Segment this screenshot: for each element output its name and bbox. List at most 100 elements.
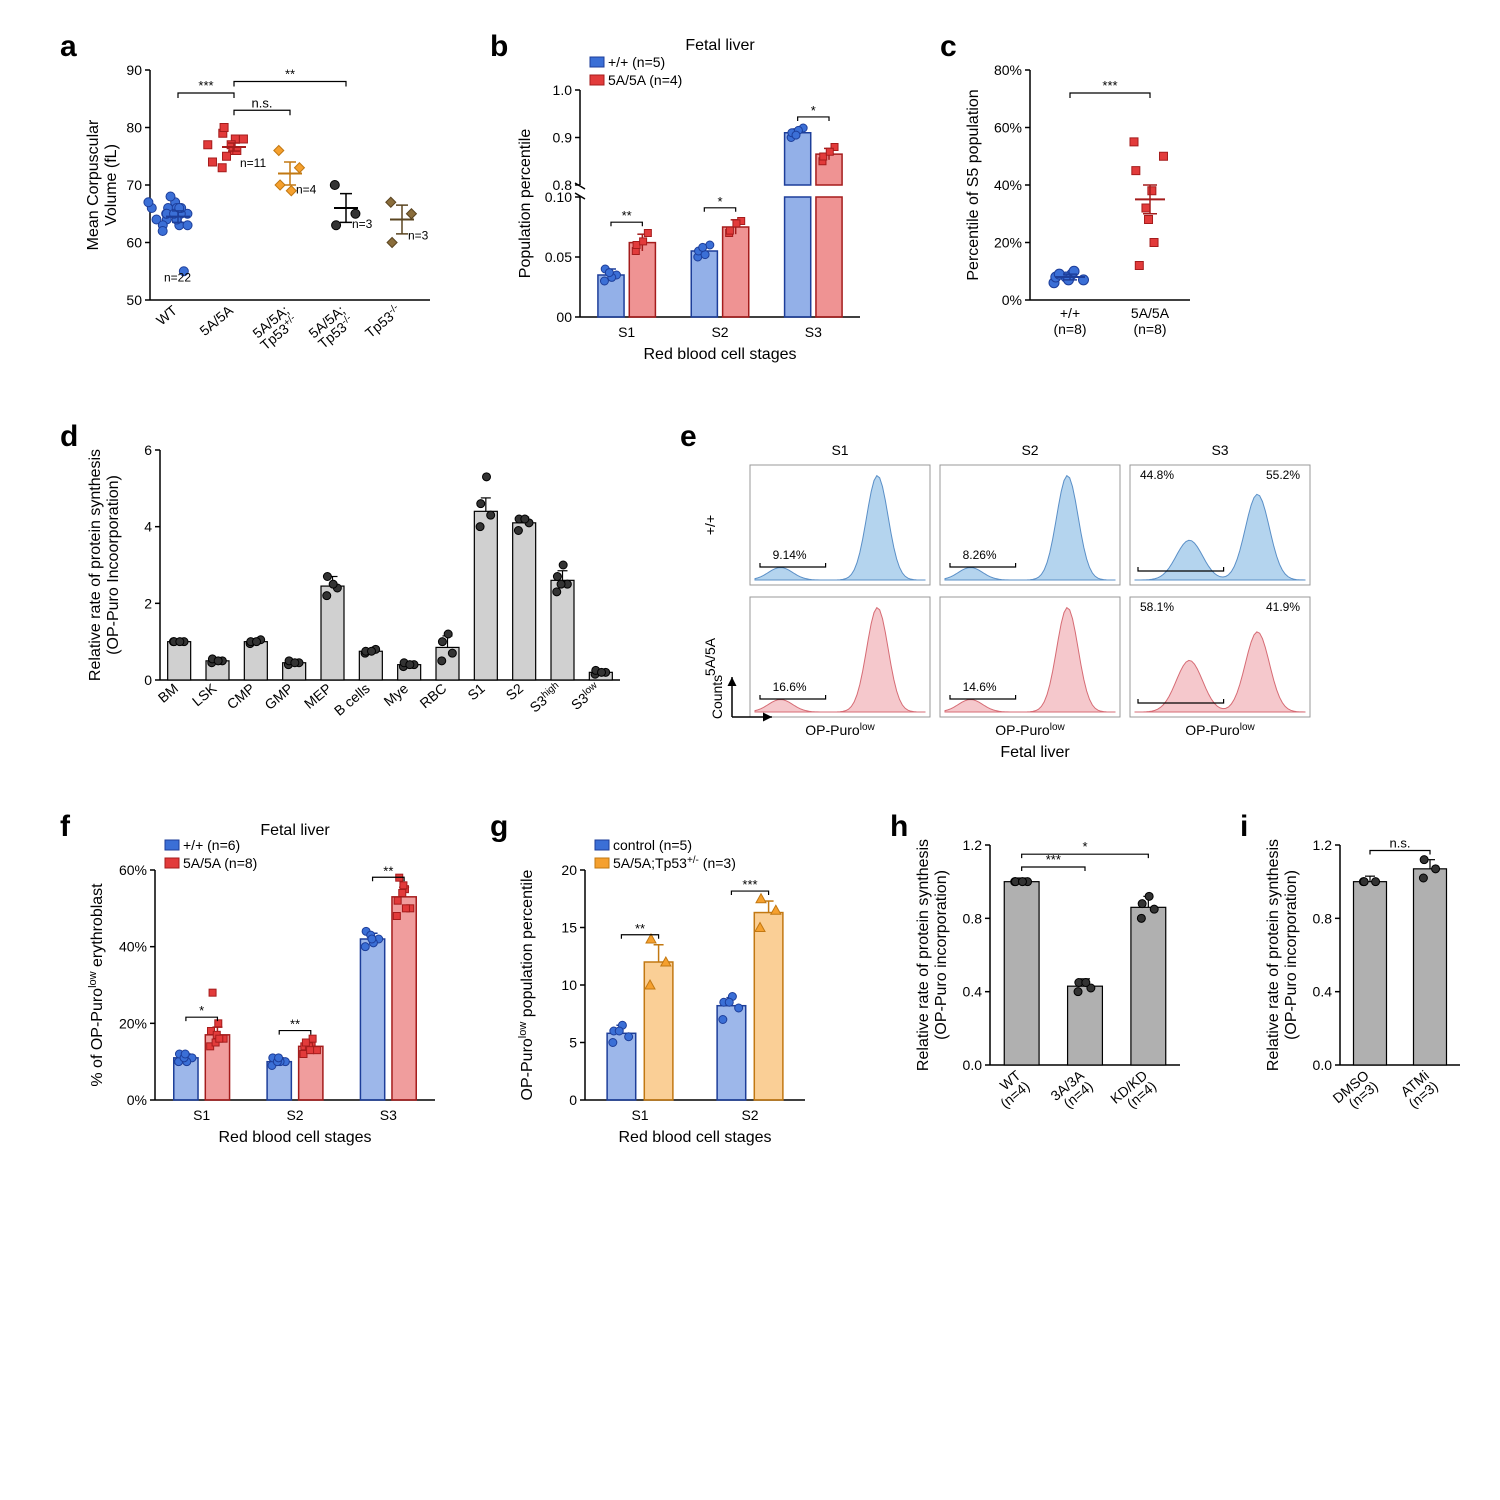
svg-text:Fetal liver: Fetal liver bbox=[1000, 744, 1070, 761]
svg-text:00: 00 bbox=[556, 309, 572, 325]
svg-text:Counts: Counts bbox=[709, 675, 725, 719]
svg-text:0: 0 bbox=[569, 1092, 577, 1108]
svg-text:44.8%: 44.8% bbox=[1140, 468, 1174, 482]
svg-text:**: ** bbox=[290, 1017, 300, 1032]
svg-text:Volume (fL): Volume (fL) bbox=[103, 144, 120, 226]
svg-text:OP-Purolow: OP-Purolow bbox=[805, 722, 875, 739]
svg-text:Relative rate of protein synth: Relative rate of protein synthesis bbox=[1265, 839, 1282, 1071]
svg-text:CMP: CMP bbox=[224, 680, 258, 712]
svg-text:5A/5A: 5A/5A bbox=[196, 302, 236, 339]
svg-text:1.2: 1.2 bbox=[963, 837, 983, 853]
svg-text:n.s.: n.s. bbox=[1390, 836, 1411, 851]
svg-text:*: * bbox=[199, 1003, 204, 1018]
panel-i: 0.0 0.4 0.8 1.2 Relative rate of protein syn… bbox=[1260, 830, 1480, 1190]
svg-text:+/+ (n=6): +/+ (n=6) bbox=[183, 837, 240, 853]
svg-text:9.14%: 9.14% bbox=[773, 548, 807, 562]
svg-text:**: ** bbox=[622, 208, 632, 223]
svg-text:Mean Corpuscular: Mean Corpuscular bbox=[85, 119, 102, 250]
svg-text:Tp53-/-: Tp53-/- bbox=[362, 302, 404, 341]
svg-text:S2: S2 bbox=[286, 1107, 303, 1123]
svg-text:60%: 60% bbox=[119, 862, 147, 878]
svg-text:OP-Purolow population percenti: OP-Purolow population percentile bbox=[517, 869, 536, 1100]
svg-text:*: * bbox=[717, 194, 722, 209]
panel-b-label: b bbox=[490, 30, 508, 64]
panel-e: S1S2S3+/+5A/5A9.14%8.26%44.8%55.2%16.6%O… bbox=[700, 440, 1320, 780]
svg-text:15: 15 bbox=[561, 920, 577, 936]
figure-multi-panel: a 5060708090Mean CorpuscularVolume (fL)n… bbox=[20, 20, 1480, 1480]
svg-text:5A/5A;Tp53+/- (n=3): 5A/5A;Tp53+/- (n=3) bbox=[613, 855, 736, 872]
svg-text:+/+: +/+ bbox=[1060, 305, 1080, 321]
svg-text:0%: 0% bbox=[127, 1092, 147, 1108]
panel-c-label: c bbox=[940, 30, 957, 64]
svg-text:OP-Purolow: OP-Purolow bbox=[995, 722, 1065, 739]
panel-a: 5060708090Mean CorpuscularVolume (fL)n=2… bbox=[80, 50, 450, 410]
svg-text:GMP: GMP bbox=[261, 680, 296, 713]
svg-text:(OP-Puro incorporation): (OP-Puro incorporation) bbox=[933, 870, 950, 1040]
svg-text:0.9: 0.9 bbox=[553, 130, 573, 146]
svg-text:MEP: MEP bbox=[301, 680, 335, 712]
panel-d: 0246Relative rate of protein synthesis(O… bbox=[80, 440, 640, 780]
svg-text:n=11: n=11 bbox=[240, 156, 266, 170]
svg-text:60: 60 bbox=[126, 235, 142, 251]
svg-text:Red blood cell stages: Red blood cell stages bbox=[219, 1129, 372, 1146]
panel-i-label: i bbox=[1240, 810, 1248, 844]
svg-text:14.6%: 14.6% bbox=[963, 680, 997, 694]
svg-text:n.s.: n.s. bbox=[252, 95, 273, 110]
svg-text:50: 50 bbox=[126, 292, 142, 308]
svg-text:90: 90 bbox=[126, 62, 142, 78]
svg-text:S3: S3 bbox=[1211, 442, 1228, 458]
svg-text:S1: S1 bbox=[631, 1107, 648, 1123]
svg-text:S2: S2 bbox=[711, 324, 728, 340]
svg-text:RBC: RBC bbox=[416, 680, 449, 711]
svg-text:+/+: +/+ bbox=[702, 515, 718, 535]
svg-text:Red blood cell stages: Red blood cell stages bbox=[619, 1129, 772, 1146]
svg-text:Percentile of S5 population: Percentile of S5 population bbox=[965, 89, 982, 280]
panel-a-label: a bbox=[60, 30, 77, 64]
svg-text:**: ** bbox=[285, 67, 295, 82]
panel-h-label: h bbox=[890, 810, 908, 844]
svg-text:20%: 20% bbox=[119, 1015, 147, 1031]
panel-g-label: g bbox=[490, 810, 508, 844]
svg-text:10: 10 bbox=[561, 977, 577, 993]
svg-text:(n=8): (n=8) bbox=[1053, 321, 1086, 337]
svg-text:20%: 20% bbox=[994, 235, 1022, 251]
svg-text:WT: WT bbox=[153, 302, 180, 329]
svg-text:(OP-Puro incorporation): (OP-Puro incorporation) bbox=[1283, 870, 1300, 1040]
panel-f-label: f bbox=[60, 810, 70, 844]
svg-text:0.0: 0.0 bbox=[1313, 1057, 1333, 1073]
svg-text:**: ** bbox=[383, 863, 393, 878]
svg-text:(n=8): (n=8) bbox=[1133, 321, 1166, 337]
svg-text:58.1%: 58.1% bbox=[1140, 600, 1174, 614]
panel-b: Fetal liver+/+ (n=5)5A/5A (n=4)0.80.91.0… bbox=[510, 35, 890, 410]
svg-text:60%: 60% bbox=[994, 120, 1022, 136]
svg-text:16.6%: 16.6% bbox=[773, 680, 807, 694]
svg-text:*: * bbox=[811, 103, 816, 118]
panel-g: control (n=5)5A/5A;Tp53+/- (n=3)05101520… bbox=[510, 820, 850, 1190]
svg-text:1.2: 1.2 bbox=[1313, 837, 1333, 853]
svg-text:20: 20 bbox=[561, 862, 577, 878]
panel-f: Fetal liver+/+ (n=6)5A/5A (n=8)0%20%40%6… bbox=[80, 820, 460, 1190]
panel-c: 0%20%40%60%80%Percentile of S5 populatio… bbox=[960, 50, 1220, 390]
svg-text:55.2%: 55.2% bbox=[1266, 468, 1300, 482]
panel-d-label: d bbox=[60, 420, 78, 454]
svg-text:S3high: S3high bbox=[526, 680, 564, 716]
svg-text:0.4: 0.4 bbox=[1313, 984, 1333, 1000]
svg-text:(OP-Puro Incoorporation): (OP-Puro Incoorporation) bbox=[105, 475, 122, 655]
svg-text:S3: S3 bbox=[380, 1107, 397, 1123]
svg-text:0.05: 0.05 bbox=[545, 249, 572, 265]
svg-text:OP-Purolow: OP-Purolow bbox=[1185, 722, 1255, 739]
svg-text:0.8: 0.8 bbox=[1313, 910, 1333, 926]
svg-text:8.26%: 8.26% bbox=[963, 548, 997, 562]
svg-text:S2: S2 bbox=[741, 1107, 758, 1123]
svg-text:5A/5A (n=8): 5A/5A (n=8) bbox=[183, 855, 257, 871]
svg-text:**: ** bbox=[635, 921, 645, 936]
svg-text:control (n=5): control (n=5) bbox=[613, 837, 692, 853]
svg-text:Red blood cell stages: Red blood cell stages bbox=[644, 346, 797, 363]
svg-text:***: *** bbox=[742, 877, 757, 892]
svg-text:S3low: S3low bbox=[568, 679, 604, 713]
svg-text:S1: S1 bbox=[193, 1107, 210, 1123]
svg-text:***: *** bbox=[1102, 78, 1117, 93]
svg-text:S1: S1 bbox=[464, 680, 488, 703]
svg-text:***: *** bbox=[198, 78, 213, 93]
svg-text:+/+ (n=5): +/+ (n=5) bbox=[608, 54, 665, 70]
